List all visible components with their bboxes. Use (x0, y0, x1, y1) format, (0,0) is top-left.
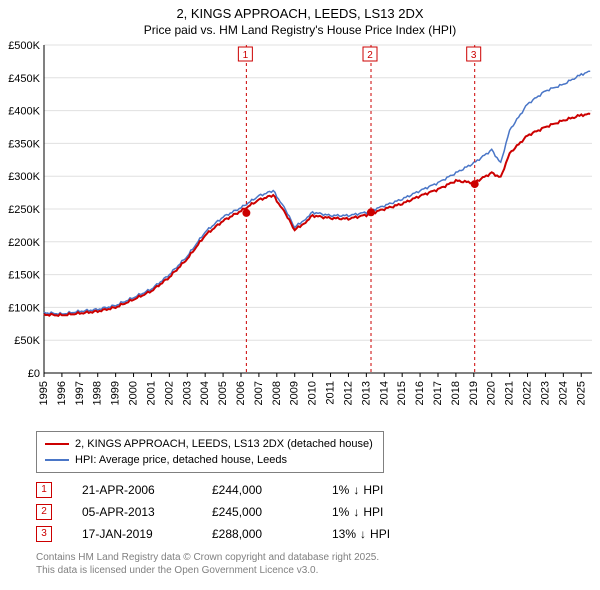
svg-text:£250K: £250K (8, 204, 40, 216)
legend-label: 2, KINGS APPROACH, LEEDS, LS13 2DX (deta… (75, 436, 373, 452)
svg-text:1996: 1996 (56, 381, 68, 405)
chart-area: £0 £50K £100K £150K £200K £250K £300K £350K £400… (0, 41, 600, 421)
transaction-row: 1 21-APR-2006 £244,000 1%↓HPI (36, 479, 600, 501)
svg-text:2012: 2012 (342, 381, 354, 405)
svg-text:2015: 2015 (396, 381, 408, 405)
svg-text:£100K: £100K (8, 302, 40, 314)
transaction-number: 3 (36, 526, 52, 542)
svg-text:2025: 2025 (575, 381, 587, 405)
svg-text:2007: 2007 (253, 381, 265, 405)
transactions-table: 1 21-APR-2006 £244,000 1%↓HPI 2 05-APR-2013 £2… (36, 479, 600, 545)
svg-text:2004: 2004 (199, 381, 211, 405)
marker-dot-1 (242, 209, 250, 217)
footer-line1: Contains HM Land Registry data © Crown c… (36, 551, 600, 564)
svg-text:2018: 2018 (450, 381, 462, 405)
transaction-price: £288,000 (212, 523, 302, 545)
svg-text:2021: 2021 (504, 381, 516, 405)
svg-text:2024: 2024 (557, 381, 569, 405)
svg-text:£400K: £400K (8, 106, 40, 118)
svg-text:1995: 1995 (38, 381, 50, 405)
svg-text:2023: 2023 (539, 381, 551, 405)
marker-label-3: 3 (471, 50, 477, 61)
legend-item: HPI: Average price, detached house, Leed… (45, 452, 373, 468)
svg-text:£500K: £500K (8, 41, 40, 52)
legend-label: HPI: Average price, detached house, Leed… (75, 452, 287, 468)
down-arrow-icon: ↓ (353, 501, 359, 523)
svg-text:£350K: £350K (8, 138, 40, 150)
transaction-delta: 13%↓HPI (332, 523, 432, 545)
svg-text:2020: 2020 (486, 381, 498, 405)
transaction-row: 3 17-JAN-2019 £288,000 13%↓HPI (36, 523, 600, 545)
transaction-delta: 1%↓HPI (332, 479, 432, 501)
legend-swatch (45, 443, 69, 445)
marker-dot-3 (471, 180, 479, 188)
transaction-price: £244,000 (212, 479, 302, 501)
svg-text:1998: 1998 (92, 381, 104, 405)
transaction-date: 05-APR-2013 (82, 501, 182, 523)
svg-text:£450K: £450K (8, 73, 40, 85)
chart-titles: 2, KINGS APPROACH, LEEDS, LS13 2DX Price… (0, 0, 600, 37)
title-subtitle: Price paid vs. HM Land Registry's House … (0, 23, 600, 37)
svg-text:2013: 2013 (360, 381, 372, 405)
title-address: 2, KINGS APPROACH, LEEDS, LS13 2DX (0, 6, 600, 21)
svg-text:2001: 2001 (145, 381, 157, 405)
legend: 2, KINGS APPROACH, LEEDS, LS13 2DX (deta… (36, 431, 384, 473)
svg-text:2005: 2005 (217, 381, 229, 405)
svg-text:2008: 2008 (271, 381, 283, 405)
price-chart: £0 £50K £100K £150K £200K £250K £300K £350K £400… (0, 41, 600, 421)
transaction-row: 2 05-APR-2013 £245,000 1%↓HPI (36, 501, 600, 523)
svg-text:2010: 2010 (307, 381, 319, 405)
svg-text:£200K: £200K (8, 237, 40, 249)
svg-text:2017: 2017 (432, 381, 444, 405)
footer-attribution: Contains HM Land Registry data © Crown c… (36, 551, 600, 577)
svg-text:2011: 2011 (325, 381, 337, 405)
transaction-delta: 1%↓HPI (332, 501, 432, 523)
footer-line2: This data is licensed under the Open Gov… (36, 564, 600, 577)
transaction-number: 2 (36, 504, 52, 520)
down-arrow-icon: ↓ (353, 479, 359, 501)
marker-label-1: 1 (243, 50, 249, 61)
svg-text:1997: 1997 (74, 381, 86, 405)
svg-text:2016: 2016 (414, 381, 426, 405)
svg-text:2000: 2000 (128, 381, 140, 405)
svg-text:£300K: £300K (8, 171, 40, 183)
svg-text:2022: 2022 (522, 381, 534, 405)
transaction-date: 17-JAN-2019 (82, 523, 182, 545)
transaction-price: £245,000 (212, 501, 302, 523)
transaction-number: 1 (36, 482, 52, 498)
svg-text:2002: 2002 (163, 381, 175, 405)
transaction-date: 21-APR-2006 (82, 479, 182, 501)
svg-text:£150K: £150K (8, 270, 40, 282)
svg-text:2006: 2006 (235, 381, 247, 405)
marker-dot-2 (367, 208, 375, 216)
svg-text:£0: £0 (28, 368, 40, 380)
svg-text:£50K: £50K (14, 335, 40, 347)
svg-text:2019: 2019 (468, 381, 480, 405)
marker-label-2: 2 (367, 50, 373, 61)
svg-text:2009: 2009 (289, 381, 301, 405)
svg-text:1999: 1999 (110, 381, 122, 405)
legend-item: 2, KINGS APPROACH, LEEDS, LS13 2DX (deta… (45, 436, 373, 452)
down-arrow-icon: ↓ (360, 523, 366, 545)
svg-text:2014: 2014 (378, 381, 390, 405)
svg-text:2003: 2003 (181, 381, 193, 405)
legend-swatch (45, 459, 69, 461)
